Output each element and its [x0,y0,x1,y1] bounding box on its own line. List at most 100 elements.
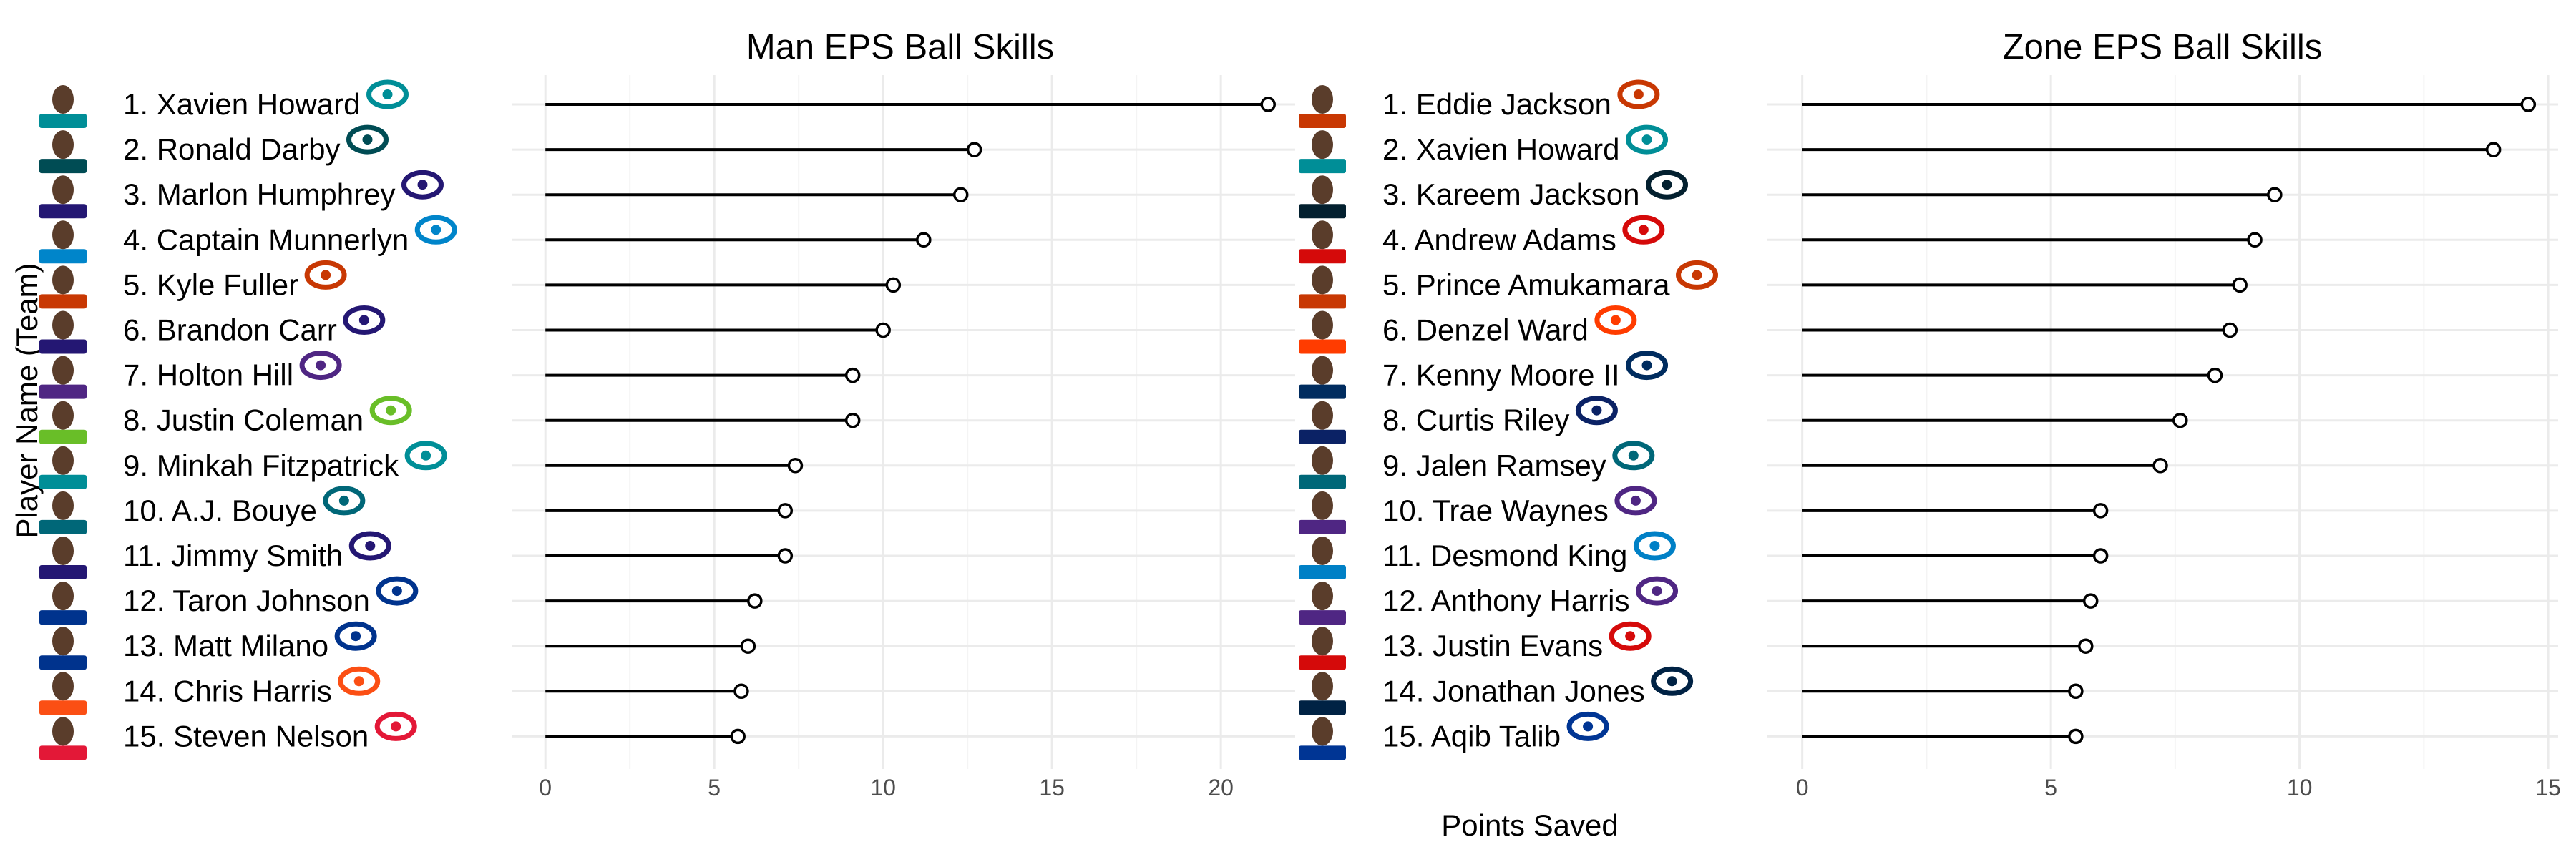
lollipop-point [740,638,756,654]
browns-logo-icon [1594,305,1637,335]
head-shape [1312,310,1333,340]
logo-ring [323,486,366,516]
player-headshot-avatar [39,356,87,399]
jersey-shape [39,204,87,219]
head-shape [52,85,74,114]
head-shape [52,310,74,340]
ravens-logo-icon [343,305,386,335]
player-headshot-avatar [1299,627,1346,670]
player-label: 2. Ronald Darby [123,132,341,166]
logo-ring [1651,666,1694,696]
logo-core [1641,360,1652,371]
jersey-shape [1299,339,1346,354]
logo-core [417,180,428,190]
jersey-shape [1299,745,1346,760]
player-label: 14. Chris Harris [123,674,332,707]
lollipop-point [730,728,746,745]
panel-title: Man EPS Ball Skills [746,28,1054,67]
player-label: 4. Captain Munnerlyn [123,222,409,256]
jersey-shape [1299,700,1346,715]
logo-ring [1609,621,1652,651]
dolphins-logo-icon [404,441,447,471]
player-headshot-avatar [39,130,87,174]
player-label: 6. Brandon Carr [123,313,337,347]
jersey-shape [39,745,87,760]
player-label: 8. Justin Coleman [123,403,364,437]
jersey-shape [39,384,87,399]
jersey-shape [1299,204,1346,219]
logo-core [362,134,373,145]
jersey-shape [39,655,87,670]
head-shape [52,491,74,520]
lollipop-point [966,142,982,157]
player-headshot-avatar [1299,220,1346,264]
player-label: 4. Andrew Adams [1382,222,1616,256]
logo-ring [414,215,457,245]
jersey-shape [39,429,87,444]
player-label: 14. Jonathan Jones [1382,674,1645,707]
logo-core [421,450,431,461]
jersey-shape [1299,249,1346,264]
chargers-logo-icon [1633,531,1676,561]
logo-ring [401,170,444,200]
logo-core [1649,541,1660,551]
x-tick-label: 10 [870,775,896,800]
player-headshot-avatar [1299,175,1346,219]
head-shape [1312,717,1333,746]
player-label: 10. A.J. Bouye [123,494,317,527]
player-headshot-avatar [39,310,87,354]
lollipop-point [844,412,861,428]
player-headshot-avatar [39,582,87,625]
logo-core [1652,586,1662,597]
player-label: 1. Eddie Jackson [1382,87,1611,121]
broncos-logo-icon [338,666,381,696]
player-label: 5. Prince Amukamara [1382,268,1670,301]
logo-ring [1566,711,1609,741]
player-headshot-avatar [39,401,87,444]
jaguars-logo-icon [1612,441,1655,471]
head-shape [52,175,74,205]
logo-ring [1626,351,1669,381]
head-shape [1312,220,1333,250]
vikings-logo-icon [1636,576,1679,606]
panel-2: Zone EPS Ball Skills 0 5 10 15 1. Eddie Jacks… [1299,28,2561,800]
y-axis-title: Player Name (Team) [10,263,44,538]
logo-ring [346,124,389,155]
logo-ring [1594,305,1637,335]
player-headshot-avatar [39,175,87,219]
head-shape [1312,627,1333,656]
logo-core [1641,134,1652,145]
player-headshot-avatar [39,717,87,760]
buccaneers-logo-icon [1609,621,1652,651]
lollipop-point [787,458,804,474]
lollipop-point [2222,322,2238,338]
head-shape [1312,446,1333,475]
head-shape [1312,672,1333,701]
logo-ring [374,711,417,741]
logo-ring [404,441,447,471]
jersey-shape [39,474,87,489]
logo-core [431,225,441,235]
head-shape [52,401,74,430]
logo-core [382,89,393,99]
player-headshot-avatar [1299,582,1346,625]
jersey-shape [39,610,87,625]
player-headshot-avatar [39,265,87,309]
lollipop-point [2092,503,2109,519]
logo-ring [1636,576,1679,606]
player-label: 7. Holton Hill [123,358,293,392]
x-tick-label: 0 [539,775,552,800]
jersey-shape [1299,655,1346,670]
lollipop-point [952,187,969,202]
x-tick-label: 0 [1796,775,1809,800]
giants-logo-icon [1575,396,1618,426]
logo-ring [334,621,377,651]
lollipop-point [844,367,861,383]
player-headshot-avatar [39,85,87,128]
player-headshot-avatar [1299,401,1346,444]
logo-core [1633,89,1644,99]
vikings-logo-icon [1614,486,1657,516]
logo-ring [1676,260,1719,290]
player-headshot-avatar [1299,356,1346,399]
